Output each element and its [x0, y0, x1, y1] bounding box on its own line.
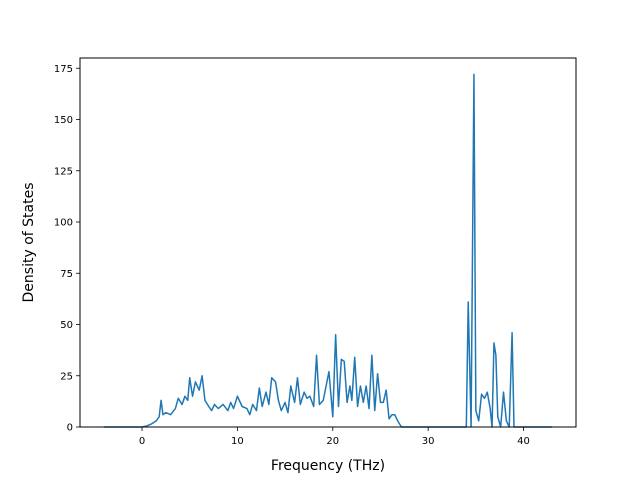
y-axis-ticks: 0 25 50 75 100 125 150 175 — [54, 64, 80, 434]
y-axis-label: Density of States — [21, 183, 37, 303]
x-tick-label: 40 — [517, 436, 530, 447]
y-tick-label: 150 — [54, 115, 73, 126]
y-tick-label: 100 — [54, 218, 73, 229]
y-tick-label: 50 — [60, 320, 73, 331]
x-axis-ticks: 0 10 20 30 40 — [139, 427, 530, 447]
x-tick-label: 10 — [231, 436, 244, 447]
plot-layer — [103, 73, 553, 428]
y-tick-label: 125 — [54, 166, 73, 177]
plot-frame — [79, 57, 577, 428]
dos-series-line-0 — [103, 73, 553, 428]
x-tick-label: 0 — [139, 436, 145, 447]
x-axis-label: Frequency (THz) — [271, 458, 385, 474]
x-tick-label: 30 — [422, 436, 435, 447]
y-tick-label: 25 — [60, 371, 73, 382]
y-tick-label: 175 — [54, 64, 73, 75]
y-tick-label: 75 — [60, 269, 73, 280]
y-tick-label: 0 — [67, 423, 73, 434]
x-tick-label: 20 — [326, 436, 339, 447]
